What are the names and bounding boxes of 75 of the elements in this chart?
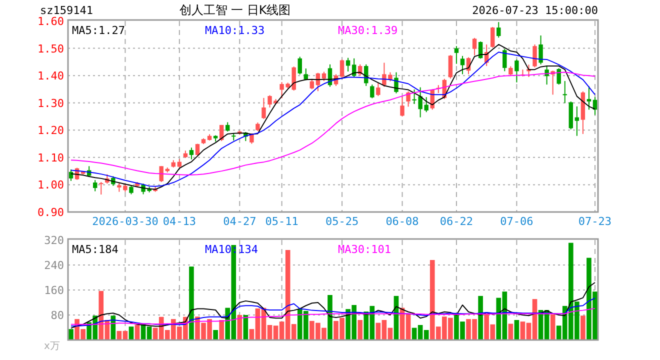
- candlestick: [472, 37, 477, 56]
- text: MA5:1.27: [72, 24, 125, 37]
- bar: [328, 295, 332, 340]
- bar: [219, 320, 224, 340]
- candlestick: [370, 84, 374, 99]
- line-series: [70, 308, 596, 325]
- bar: [189, 266, 194, 340]
- candlestick: [376, 82, 380, 97]
- candlestick: [225, 122, 230, 132]
- y-tick-label: 1.10: [38, 151, 64, 164]
- candlestick: [310, 79, 314, 90]
- candlestick: [490, 26, 495, 48]
- bar: [580, 316, 586, 340]
- y-tick-label: 1.50: [38, 42, 64, 56]
- y-tick-label: 240: [44, 259, 64, 272]
- candlestick: [262, 97, 266, 120]
- candlestick: [448, 54, 453, 80]
- candlestick: [400, 96, 404, 117]
- text: MA5:184: [72, 243, 119, 256]
- y-tick-label: 1.20: [38, 124, 64, 138]
- x-tick-label: 06-22: [440, 215, 474, 228]
- bar: [128, 326, 134, 340]
- candlestick: [574, 106, 580, 136]
- candlestick: [460, 55, 465, 75]
- bar: [68, 329, 74, 340]
- chart-title: 创人工智 一 日K线图: [179, 3, 291, 17]
- y-tick-label: 0.90: [38, 206, 64, 219]
- bar: [478, 296, 483, 340]
- text: MA10:1.33: [205, 24, 265, 37]
- line-series: [70, 282, 596, 329]
- y-tick-label: 320: [44, 234, 64, 247]
- text: 2026-07-23 15:00:00: [472, 4, 598, 17]
- bar: [134, 325, 140, 340]
- text: MA30:101: [338, 243, 391, 256]
- candlestick: [508, 66, 513, 76]
- candlestick: [340, 58, 344, 78]
- candlestick: [556, 68, 561, 86]
- y-tick-label: 1.60: [38, 15, 64, 28]
- candlestick: [532, 44, 537, 68]
- candlestick: [496, 22, 501, 38]
- y-axis-title: x万: [44, 341, 60, 352]
- candlestick: [454, 46, 459, 64]
- candlestick: [544, 64, 549, 86]
- candlestick: [92, 180, 98, 192]
- y-tick-label: 1.00: [38, 178, 64, 192]
- line-series: [70, 298, 596, 326]
- x-tick-label: 05-25: [325, 215, 359, 228]
- candlestick: [189, 147, 194, 160]
- candlestick: [538, 34, 543, 65]
- candlestick: [406, 90, 410, 108]
- bar: [213, 330, 218, 340]
- chart-subtitle: sz159141: [40, 4, 93, 17]
- candlestick: [159, 166, 164, 182]
- x-tick-label: 2026-03-30: [92, 215, 158, 228]
- x-tick-label: 05-11: [265, 215, 298, 228]
- x-tick-label: 07-23: [578, 215, 612, 228]
- y-tick-label: 1.40: [38, 70, 64, 83]
- y-tick-label: 160: [44, 284, 64, 297]
- candlestick: [502, 48, 507, 72]
- candlestick: [514, 58, 519, 83]
- bar: [550, 314, 556, 340]
- y-tick-label: 1.30: [38, 96, 64, 110]
- candlestick: [99, 181, 104, 196]
- text: MA30:1.39: [338, 24, 398, 37]
- bar: [514, 320, 520, 340]
- bar: [237, 315, 242, 340]
- candlestick: [298, 56, 302, 75]
- candlestick: [322, 71, 326, 82]
- x-tick-label: 04-27: [223, 215, 256, 228]
- bar: [358, 320, 363, 340]
- y-tick-label: 80: [50, 309, 64, 322]
- candlestick: [586, 86, 592, 110]
- x-tick-label: 07-06: [500, 215, 534, 228]
- x-tick-label: 06-08: [386, 215, 419, 228]
- x-tick-label: 04-13: [162, 215, 196, 228]
